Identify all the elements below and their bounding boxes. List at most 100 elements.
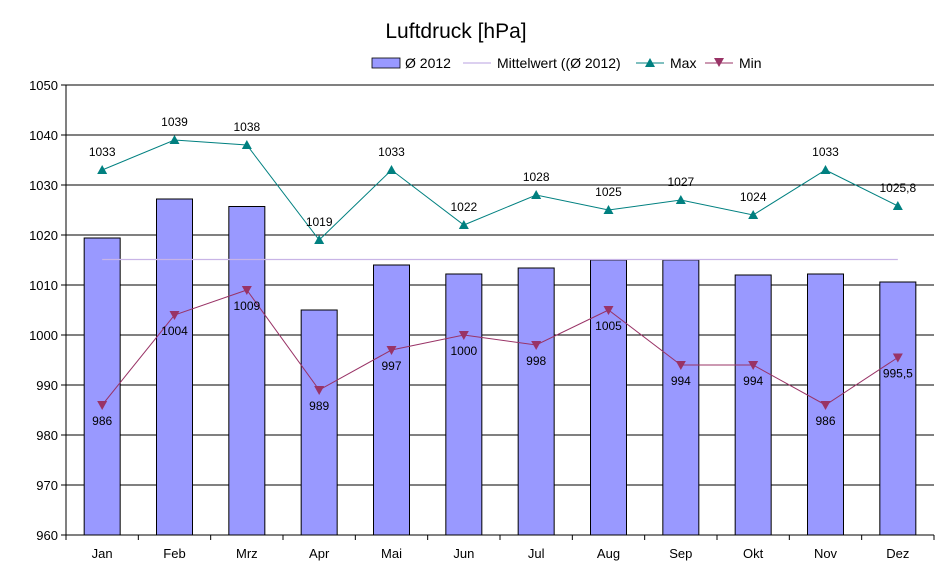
y-tick-label: 990: [36, 378, 58, 393]
x-axis: Jan Feb Mrz Apr Mai Jun Jul Aug Sep Okt Nov Dez: [65, 535, 935, 561]
data-label: 1028: [523, 170, 550, 184]
data-label: 1033: [89, 145, 116, 159]
x-tick-label: Jun: [453, 546, 474, 561]
point: [531, 190, 542, 199]
bar: [373, 264, 410, 536]
x-tick-label: Okt: [743, 546, 764, 561]
legend-label-mean: Mittelwert ((Ø 2012): [497, 55, 621, 71]
bar: [156, 198, 193, 536]
chart-title: Luftdruck [hPa]: [385, 20, 526, 43]
min-series: 986 1004 1009 989 997 1000 998 1005 994 994 986 995…: [92, 286, 913, 428]
data-label: 1039: [161, 115, 188, 129]
series-line: [101, 289, 899, 406]
y-tick-label: 1040: [29, 128, 58, 143]
point: [748, 210, 759, 219]
y-tick-label: 1030: [29, 178, 58, 193]
bar-series: [83, 198, 917, 536]
x-tick-label: Mai: [381, 546, 402, 561]
grid: [66, 84, 934, 536]
data-label: 989: [309, 399, 329, 413]
data-label: 994: [743, 374, 763, 388]
y-tick-label: 1010: [29, 278, 58, 293]
bar: [517, 267, 555, 536]
point: [892, 201, 903, 210]
x-tick-label: Sep: [669, 546, 692, 561]
y-tick-label: 970: [36, 478, 58, 493]
x-tick-label: Nov: [814, 546, 838, 561]
data-label: 1033: [378, 145, 405, 159]
point: [820, 401, 831, 410]
point: [748, 361, 759, 370]
data-label: 1004: [161, 324, 188, 338]
data-label: 997: [381, 359, 401, 373]
data-label: 1019: [306, 215, 333, 229]
point: [169, 135, 180, 144]
data-label: 1025,8: [879, 181, 916, 195]
point: [603, 306, 614, 315]
point: [169, 311, 180, 320]
bar: [734, 274, 772, 536]
data-label: 1033: [812, 145, 839, 159]
bar: [83, 237, 121, 536]
x-tick-label: Jan: [92, 546, 113, 561]
y-tick-label: 1050: [29, 78, 58, 93]
point: [314, 386, 325, 395]
data-label: 998: [526, 354, 546, 368]
data-label: 1038: [233, 120, 260, 134]
point: [675, 195, 686, 204]
point: [531, 341, 542, 350]
bar: [300, 309, 338, 536]
axes: [65, 85, 934, 536]
point: [386, 346, 397, 355]
data-label: 994: [671, 374, 691, 388]
point: [603, 205, 614, 214]
x-tick-label: Apr: [309, 546, 330, 561]
bar: [228, 206, 266, 536]
point: [241, 140, 252, 149]
bar: [662, 259, 700, 536]
legend-label-min: Min: [739, 55, 762, 71]
data-label: 1000: [450, 344, 477, 358]
y-axis: 960 970 980 990 1000 1010 1020 1030 1040 1050: [29, 78, 66, 543]
legend-label-avg: Ø 2012: [405, 55, 451, 71]
data-label: 1024: [740, 190, 767, 204]
point: [241, 286, 252, 295]
bar: [879, 281, 917, 536]
legend-marker-min: [714, 58, 724, 67]
data-label: 1025: [595, 185, 622, 199]
data-label: 1005: [595, 319, 622, 333]
x-tick-label: Feb: [163, 546, 185, 561]
legend-swatch-avg: [371, 57, 401, 69]
x-tick-label: Mrz: [236, 546, 258, 561]
x-tick-label: Dez: [886, 546, 909, 561]
y-tick-label: 960: [36, 528, 58, 543]
series-line: [101, 139, 899, 241]
point: [892, 353, 903, 363]
point: [97, 165, 108, 174]
y-tick-label: 1020: [29, 228, 58, 243]
data-label: 1027: [667, 175, 694, 189]
data-label: 995,5: [883, 367, 913, 381]
x-tick-label: Jul: [528, 546, 545, 561]
y-tick-label: 980: [36, 428, 58, 443]
data-label: 986: [92, 414, 112, 428]
bar: [590, 259, 627, 536]
max-series: 1033 1039 1038 1019 1033 1022 1028 1025 1027 1024…: [89, 115, 917, 244]
point: [97, 401, 108, 410]
legend-label-max: Max: [670, 55, 696, 71]
legend-marker-max: [645, 58, 655, 67]
legend: Ø 2012 Mittelwert ((Ø 2012) Max Min: [371, 55, 762, 71]
point: [675, 361, 686, 370]
point: [314, 235, 325, 244]
y-tick-label: 1000: [29, 328, 58, 343]
data-label: 986: [815, 414, 835, 428]
data-label: 1009: [233, 299, 260, 313]
bar: [445, 273, 483, 536]
point: [458, 220, 469, 229]
point: [820, 165, 831, 174]
point: [458, 331, 469, 340]
x-tick-label: Aug: [597, 546, 620, 561]
point: [386, 165, 397, 174]
data-label: 1022: [450, 200, 477, 214]
